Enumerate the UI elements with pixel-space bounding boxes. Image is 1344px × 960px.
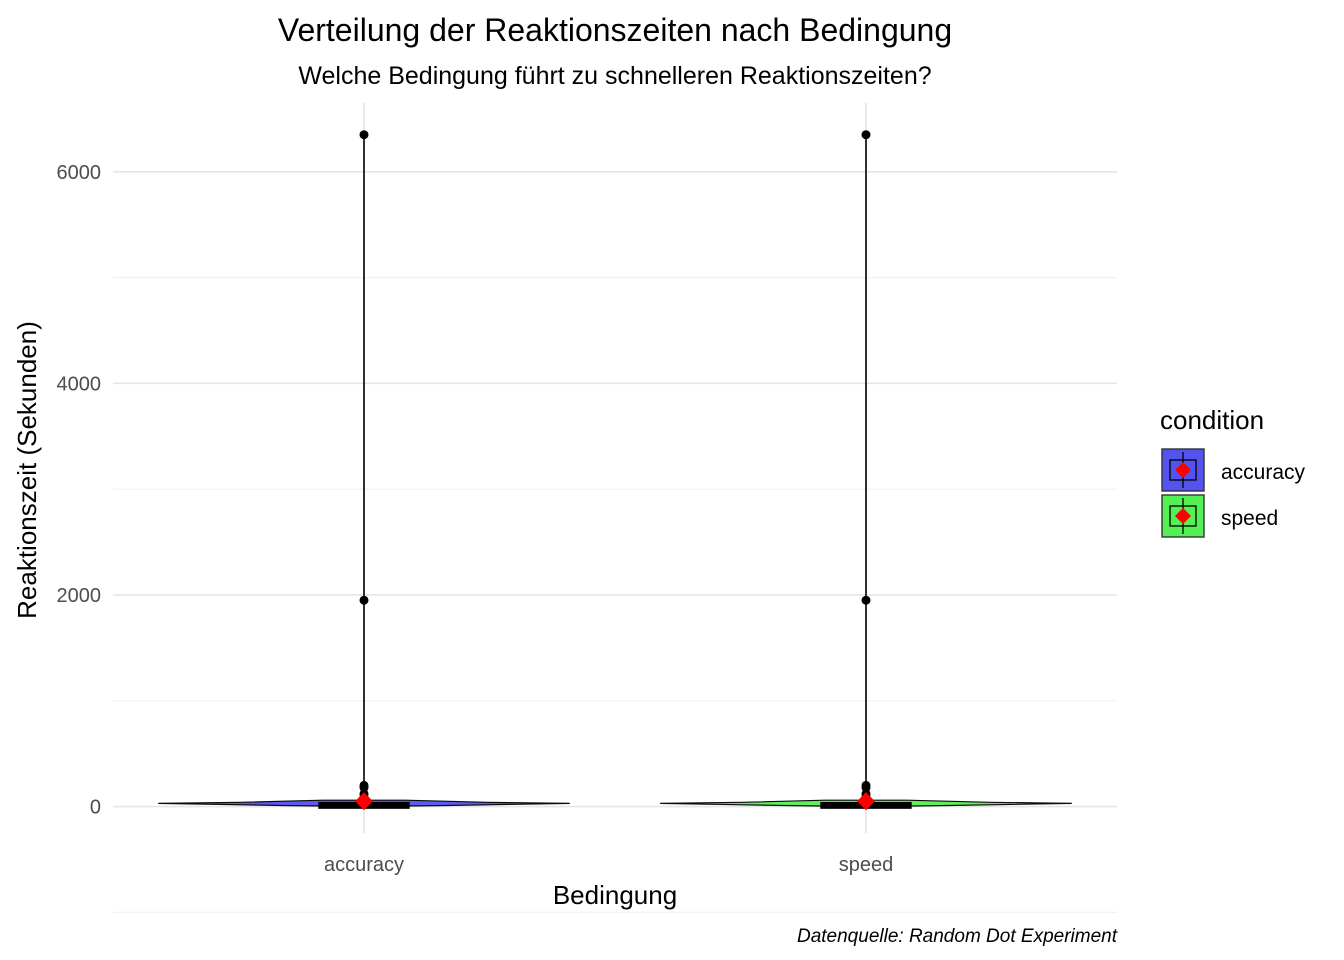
violins (158, 130, 1072, 811)
outlier-point (359, 595, 369, 605)
outlier-point (359, 130, 369, 140)
outlier-point (861, 783, 871, 793)
mean-marker-speed (857, 792, 875, 811)
legend-key-speed: speed (1161, 494, 1278, 538)
plot-panel (113, 103, 1117, 913)
gridlines (113, 103, 1117, 913)
legend-box (1169, 459, 1197, 481)
legend: condition accuracy speed (1160, 405, 1306, 538)
legend-label-accuracy: accuracy (1221, 461, 1306, 484)
y-tick-label: 6000 (57, 162, 102, 184)
legend-mean-marker (1175, 462, 1191, 478)
y-tick-label: 4000 (57, 373, 102, 395)
violin-group-speed (660, 130, 1072, 811)
legend-label-speed: speed (1221, 507, 1278, 530)
y-tick-label: 0 (90, 797, 101, 819)
x-tick-label: speed (839, 854, 894, 876)
x-axis-ticks: accuracy speed (324, 854, 893, 876)
x-axis-title: Bedingung (553, 880, 677, 910)
outlier-point (861, 130, 871, 140)
outlier-point (359, 783, 369, 793)
outlier-point (861, 595, 871, 605)
legend-mean-marker (1175, 508, 1191, 524)
chart-title: Verteilung der Reaktionszeiten nach Bedi… (278, 12, 952, 48)
legend-box (1169, 505, 1197, 527)
legend-key-accuracy: accuracy (1161, 448, 1306, 492)
legend-title: condition (1160, 405, 1264, 435)
legend-keys: accuracy speed (1161, 448, 1306, 538)
chart-subtitle: Welche Bedingung führt zu schnelleren Re… (298, 62, 931, 90)
mean-marker-accuracy (355, 792, 373, 811)
caption: Datenquelle: Random Dot Experiment (797, 926, 1118, 947)
violin-group-accuracy (158, 130, 570, 811)
y-tick-label: 2000 (57, 585, 102, 607)
y-axis-title: Reaktionszeit (Sekunden) (12, 321, 42, 619)
y-axis-ticks: 0 2000 4000 6000 (57, 162, 102, 819)
x-tick-label: accuracy (324, 854, 404, 876)
